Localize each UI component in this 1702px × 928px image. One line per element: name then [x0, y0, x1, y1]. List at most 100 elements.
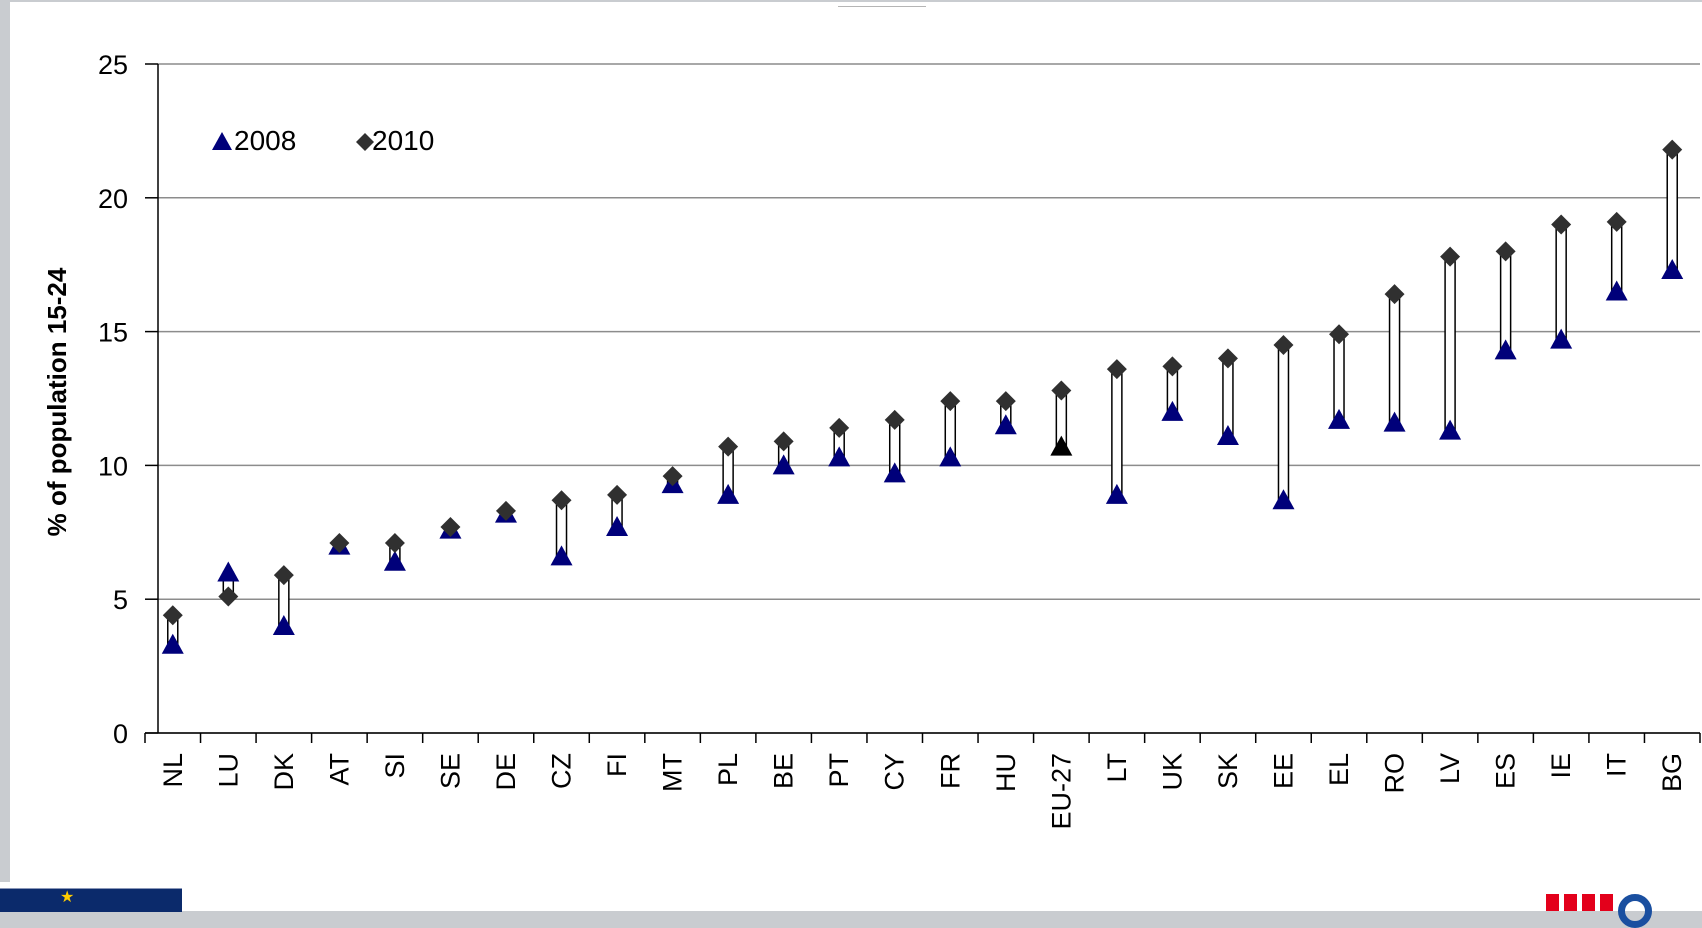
marker-2008	[1050, 435, 1073, 456]
logo-bar	[1546, 894, 1559, 911]
marker-2008	[1605, 280, 1628, 301]
range-bar	[1499, 250, 1512, 352]
x-tick-label: LU	[213, 753, 243, 788]
x-tick-label: LT	[1102, 753, 1132, 783]
chart-area: 0 5 10 15 20 25 NL LU DK AT SI SE DE CZ FI MT PL BE PT CY F…	[10, 2, 1702, 882]
marker-2010	[1329, 324, 1350, 345]
x-tick-label: RO	[1380, 753, 1410, 794]
x-tick-label: NL	[158, 753, 188, 788]
marker-2010	[162, 605, 183, 626]
x-tick-label: HU	[991, 753, 1021, 792]
axes	[144, 64, 1701, 743]
marker-2010	[1051, 380, 1072, 401]
marker-2010	[1384, 284, 1405, 305]
marker-2010	[1662, 139, 1683, 160]
y-tick-label: 0	[113, 719, 128, 749]
range-bar	[1333, 333, 1345, 421]
marker-2010	[1606, 211, 1627, 232]
legend-label-2010: 2010	[372, 125, 434, 156]
y-axis-ticks: 0 5 10 15 20 25	[98, 50, 158, 749]
marker-2008	[1439, 419, 1462, 440]
marker-2008	[1272, 489, 1295, 510]
window-notch	[838, 2, 926, 7]
x-tick-label: AT	[324, 753, 354, 786]
x-tick-label: PT	[824, 753, 854, 788]
legend-label-2008: 2008	[234, 125, 296, 156]
marker-2008	[828, 446, 851, 467]
marker-2008	[272, 614, 295, 635]
marker-2010	[440, 516, 461, 537]
range-bar	[1444, 255, 1456, 432]
footer-strip	[0, 882, 1702, 911]
marker-2008	[1328, 408, 1351, 429]
x-tick-label: LV	[1435, 753, 1465, 784]
x-tick-label: IT	[1602, 753, 1632, 777]
x-tick-label: FR	[935, 753, 965, 789]
marker-2008	[1661, 259, 1684, 280]
marker-2010	[218, 586, 239, 607]
marker-2010	[551, 490, 572, 511]
x-tick-label: FI	[602, 753, 632, 777]
range-bar	[1555, 223, 1567, 341]
x-tick-label: ES	[1491, 753, 1521, 789]
marker-2010	[884, 409, 905, 430]
marker-2010	[940, 391, 961, 412]
logo-ring	[1618, 894, 1652, 928]
x-tick-label: EE	[1268, 753, 1298, 789]
marker-2010	[273, 565, 294, 586]
marker-2008	[383, 550, 406, 571]
x-tick-label: SE	[435, 753, 465, 789]
marker-2010	[495, 500, 516, 521]
y-tick-label: 20	[98, 184, 128, 214]
marker-2010	[829, 417, 850, 438]
marker-2010	[607, 484, 628, 505]
logo-bar	[1582, 894, 1595, 911]
marker-2008	[994, 414, 1017, 435]
legend: 2008 2010	[212, 125, 434, 156]
marker-2010	[1495, 241, 1516, 262]
marker-2010	[1551, 214, 1572, 235]
x-tick-label: CZ	[547, 753, 577, 789]
x-tick-label: CY	[880, 753, 910, 791]
marker-2010	[995, 391, 1016, 412]
y-axis-title: % of population 15-24	[42, 267, 72, 536]
gridlines	[158, 63, 1700, 734]
marker-2010	[718, 436, 739, 457]
data-markers	[161, 139, 1684, 654]
x-tick-label: DE	[491, 753, 521, 791]
x-tick-label: IE	[1546, 753, 1576, 779]
marker-2010	[329, 533, 350, 554]
marker-2010	[1273, 334, 1294, 355]
x-tick-label: SI	[380, 753, 410, 779]
marker-2010	[384, 533, 405, 554]
x-tick-label: UK	[1157, 753, 1187, 791]
scatter-chart: 0 5 10 15 20 25 NL LU DK AT SI SE DE CZ FI MT PL BE PT CY F…	[42, 50, 1701, 830]
marker-2008	[217, 561, 240, 582]
range-bar	[1111, 368, 1123, 496]
x-tick-label: DK	[269, 753, 299, 791]
marker-2008	[717, 483, 740, 504]
y-tick-label: 10	[98, 451, 128, 481]
marker-2010	[1106, 359, 1127, 380]
legend-2010-diamond-icon	[356, 133, 374, 151]
marker-2010	[773, 431, 794, 452]
x-tick-label: EL	[1324, 753, 1354, 786]
marker-2008	[883, 462, 906, 483]
marker-2010	[662, 466, 683, 487]
x-tick-label: BG	[1657, 753, 1687, 792]
star-icon: ★	[60, 887, 75, 906]
marker-2008	[161, 633, 184, 654]
marker-2008	[1105, 483, 1128, 504]
marker-2008	[1550, 328, 1573, 349]
y-tick-label: 15	[98, 318, 128, 348]
range-bar	[1222, 357, 1234, 437]
marker-2008	[1161, 400, 1184, 421]
marker-2008	[550, 545, 573, 566]
marker-2008	[1216, 424, 1239, 445]
x-tick-label: MT	[658, 753, 688, 792]
legend-2008-triangle-icon	[212, 132, 232, 150]
logo-bar	[1564, 894, 1577, 911]
y-tick-label: 25	[98, 50, 128, 80]
range-bar	[1666, 148, 1678, 271]
marker-2008	[1383, 411, 1406, 432]
